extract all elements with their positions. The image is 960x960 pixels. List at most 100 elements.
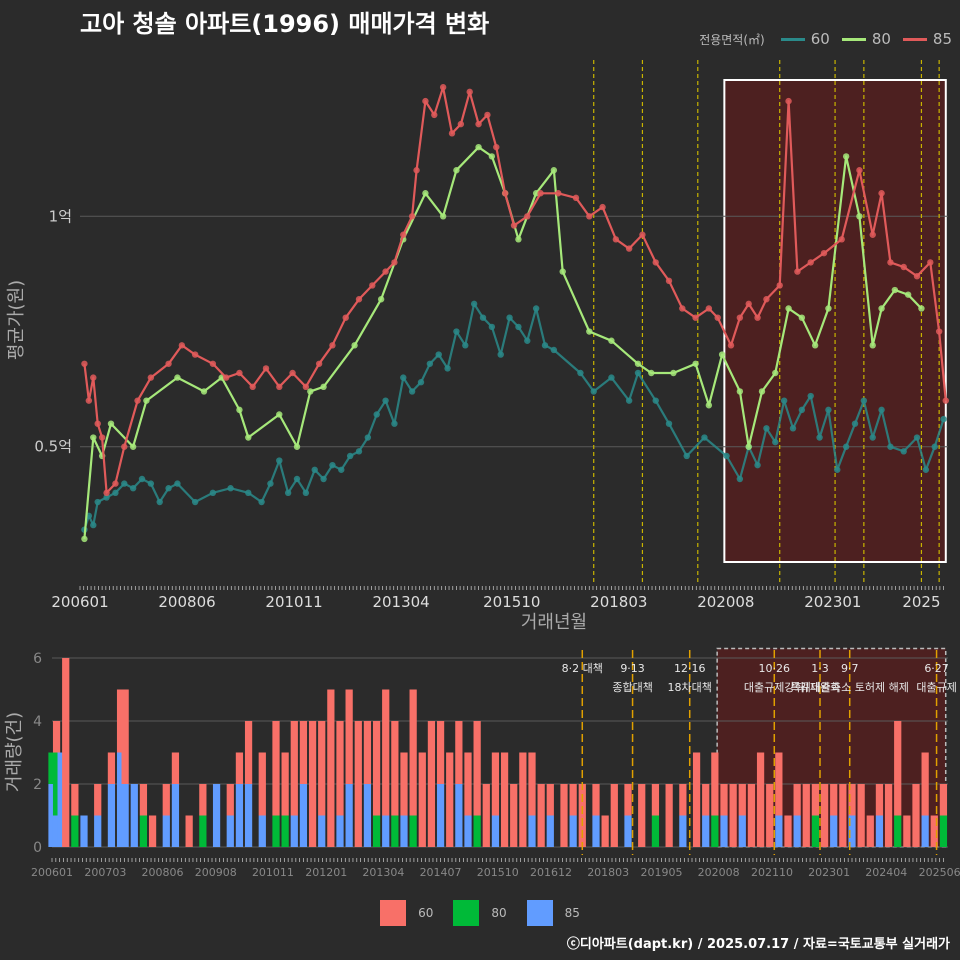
legend-swatch-80 xyxy=(453,900,480,926)
bar-x-tick-label: 202301 xyxy=(808,866,850,879)
volume-bar-80 xyxy=(372,815,381,847)
volume-bar-60 xyxy=(382,689,390,816)
volume-bar-85 xyxy=(52,815,61,847)
volume-bar-80 xyxy=(409,815,417,847)
volume-bar-85 xyxy=(299,784,308,847)
volume-bar-85 xyxy=(528,815,536,847)
volume-bar-60 xyxy=(651,784,660,816)
data-point-85 xyxy=(431,111,438,119)
bar-x-tick-label: 202110 xyxy=(751,866,793,879)
volume-bar-60 xyxy=(793,784,801,816)
volume-bar-85 xyxy=(162,815,170,847)
data-point-60 xyxy=(634,369,642,377)
volume-bar-85 xyxy=(569,815,577,847)
volume-bar-60 xyxy=(537,784,545,847)
data-point-60 xyxy=(417,379,425,386)
legend-line-85 xyxy=(902,37,927,41)
volume-bar-60 xyxy=(857,784,865,847)
volume-bar-60 xyxy=(418,752,426,847)
data-point-85 xyxy=(625,245,633,252)
bar-x-tick-label: 201803 xyxy=(587,866,629,879)
volume-bar-85 xyxy=(921,815,929,847)
data-point-60 xyxy=(329,461,336,469)
data-point-85 xyxy=(422,97,429,105)
data-point-85 xyxy=(555,190,562,197)
data-point-60 xyxy=(479,314,487,321)
data-point-60 xyxy=(400,374,407,381)
data-point-60 xyxy=(391,420,398,427)
volume-bar-60 xyxy=(903,815,911,847)
x-tick-label: 201803 xyxy=(590,593,647,611)
data-point-85 xyxy=(191,351,199,358)
volume-bar-85 xyxy=(400,815,408,847)
data-point-85 xyxy=(838,236,845,243)
volume-bar-60 xyxy=(290,721,298,816)
data-point-60 xyxy=(435,351,442,358)
volume-bar-60 xyxy=(121,689,129,784)
data-point-60 xyxy=(373,411,380,418)
data-point-80 xyxy=(174,374,181,381)
data-point-85 xyxy=(900,263,907,271)
data-point-60 xyxy=(320,475,327,483)
data-point-80 xyxy=(559,268,566,275)
policy-event-label: 9·13 xyxy=(620,662,645,675)
data-point-60 xyxy=(608,374,615,381)
volume-bar-60 xyxy=(52,721,61,753)
legend-line-80 xyxy=(841,37,866,41)
data-point-60 xyxy=(364,434,372,441)
data-point-85 xyxy=(785,97,792,105)
volume-bar-85 xyxy=(258,815,266,847)
data-point-80 xyxy=(692,360,699,367)
data-point-85 xyxy=(493,143,500,151)
data-point-85 xyxy=(112,480,119,487)
policy-event-label: 6·27 xyxy=(924,662,949,675)
volume-bar-60 xyxy=(720,784,728,816)
data-point-80 xyxy=(842,153,850,160)
policy-event-label: 10·26 xyxy=(759,662,791,675)
data-point-60 xyxy=(121,480,128,487)
volume-bar-60 xyxy=(199,784,207,816)
bar-x-tick-label: 201612 xyxy=(530,866,572,879)
data-point-80 xyxy=(245,434,252,441)
legend-bottom: 60 80 85 xyxy=(0,900,960,926)
data-point-85 xyxy=(639,231,646,238)
data-point-60 xyxy=(590,388,597,395)
volume-bar-60 xyxy=(638,784,646,847)
data-point-85 xyxy=(98,434,106,441)
volume-bar-80 xyxy=(52,752,61,816)
volume-bar-80 xyxy=(651,815,660,847)
volume-bar-60 xyxy=(94,784,102,816)
volume-bar-85 xyxy=(130,784,138,847)
data-point-85 xyxy=(807,259,814,266)
volume-bar-85 xyxy=(94,815,102,847)
volume-bar-60 xyxy=(939,784,948,816)
data-point-85 xyxy=(466,88,473,96)
data-point-85 xyxy=(745,300,752,308)
data-point-60 xyxy=(701,434,708,441)
volume-bar-60 xyxy=(171,752,180,784)
data-point-60 xyxy=(931,443,938,450)
volume-bar-60 xyxy=(601,815,609,847)
data-point-80 xyxy=(307,388,314,395)
data-point-85 xyxy=(413,167,420,174)
volume-bar-85 xyxy=(382,815,390,847)
data-point-85 xyxy=(665,277,673,285)
y-tick-label: 1억 xyxy=(49,207,72,225)
data-point-80 xyxy=(670,369,677,377)
data-point-85 xyxy=(537,190,544,197)
volume-bar-85 xyxy=(702,815,710,847)
y-tick-label: 0.5억 xyxy=(34,438,72,456)
data-point-60 xyxy=(754,461,761,469)
data-point-60 xyxy=(683,452,690,460)
data-point-85 xyxy=(727,342,735,349)
bar-x-tick-label: 201201 xyxy=(305,866,347,879)
data-point-60 xyxy=(577,369,584,377)
volume-bar-60 xyxy=(738,784,746,816)
data-point-60 xyxy=(293,475,301,483)
volume-bar-60 xyxy=(848,784,856,816)
data-point-80 xyxy=(422,190,429,197)
data-point-85 xyxy=(209,360,217,367)
volume-bar-60 xyxy=(185,815,193,847)
data-point-80 xyxy=(351,342,358,349)
volume-bar-85 xyxy=(363,784,372,847)
